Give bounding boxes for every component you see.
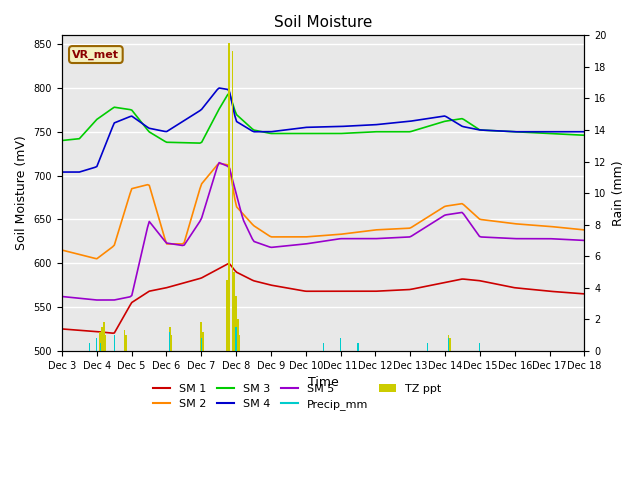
Bar [235,296,237,351]
Line: SM 5: SM 5 [62,163,584,300]
SM 1 [381,288,389,294]
Legend: SM 1, SM 2, SM 3, SM 4, SM 5, Precip_mm, TZ ppt: SM 1, SM 2, SM 3, SM 4, SM 5, Precip_mm,… [148,379,445,415]
Bar [427,343,428,351]
Line: SM 2: SM 2 [62,163,584,259]
SM 1 [372,288,380,294]
Bar [171,335,173,351]
SM 5 [372,236,380,241]
SM 4 [371,122,378,128]
Bar [103,323,104,351]
Bar [340,338,341,351]
Bar [125,335,127,351]
SM 2 [502,220,509,226]
SM 4 [380,121,387,127]
Line: SM 4: SM 4 [62,88,584,172]
Bar [479,343,481,351]
Bar [169,332,170,351]
Bar [232,51,234,351]
SM 1 [535,288,543,293]
Bar [96,338,97,351]
SM 2 [381,227,389,232]
SM 3 [535,130,543,136]
SM 1 [58,326,66,332]
SM 3 [580,132,588,138]
Bar [89,343,90,351]
SM 4 [500,128,508,134]
Bar [239,335,241,351]
SM 3 [381,129,389,134]
SM 1 [371,288,378,294]
SM 2 [58,247,66,253]
Bar [200,338,202,351]
SM 4 [60,169,67,175]
SM 2 [372,227,380,233]
SM 5 [371,236,378,241]
Y-axis label: Soil Moisture (mV): Soil Moisture (mV) [15,136,28,251]
SM 5 [580,238,588,243]
SM 5 [502,235,509,241]
Line: SM 3: SM 3 [62,94,584,143]
Bar [101,327,103,351]
X-axis label: Time: Time [308,376,339,389]
SM 3 [226,91,234,97]
SM 3 [60,137,67,143]
SM 3 [372,129,380,134]
SM 2 [60,248,67,253]
SM 3 [502,129,509,134]
Bar [100,343,101,351]
Bar [357,343,358,351]
SM 3 [58,138,66,144]
SM 3 [196,140,204,146]
Bar [124,330,125,351]
SM 4 [58,169,66,175]
Bar [228,43,230,351]
SM 2 [93,256,100,262]
SM 2 [580,227,588,233]
Bar [113,335,115,351]
Y-axis label: Rain (mm): Rain (mm) [612,160,625,226]
Bar [169,327,171,351]
SM 4 [533,129,541,134]
Bar [237,319,239,351]
Bar [104,335,106,351]
SM 1 [224,261,232,267]
Bar [449,338,451,351]
Line: SM 1: SM 1 [62,264,584,333]
SM 1 [580,291,588,297]
SM 5 [381,235,389,241]
SM 1 [60,326,67,332]
SM 4 [369,122,377,128]
SM 1 [109,330,116,336]
Bar [236,327,237,351]
SM 5 [58,294,66,300]
Bar [448,338,449,351]
Bar [200,323,202,351]
SM 2 [371,227,378,233]
SM 2 [215,160,223,166]
SM 4 [580,129,588,134]
SM 2 [535,223,543,228]
Title: Soil Moisture: Soil Moisture [274,15,372,30]
SM 1 [502,283,509,289]
SM 5 [60,294,67,300]
SM 4 [215,85,223,91]
SM 5 [93,297,100,303]
SM 5 [535,236,543,241]
Bar [99,332,101,351]
SM 5 [215,160,223,166]
Bar [234,272,235,351]
SM 3 [371,129,378,135]
Bar [227,280,228,351]
Bar [447,335,449,351]
Bar [323,343,324,351]
Text: VR_met: VR_met [72,49,119,60]
Bar [202,332,204,351]
